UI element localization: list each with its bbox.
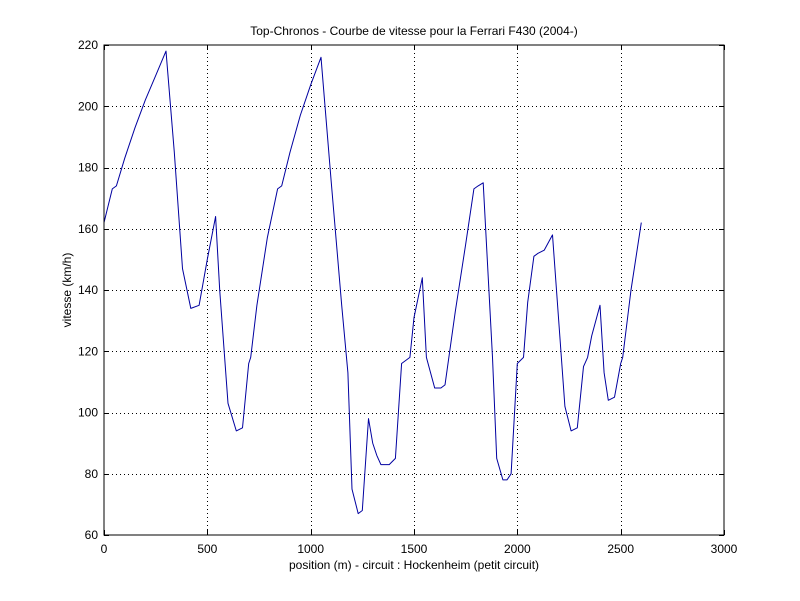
x-tick-label: 3000: [711, 542, 738, 556]
y-tick-label: 120: [78, 344, 98, 358]
y-tick-label: 60: [85, 528, 99, 542]
grid: [104, 45, 724, 535]
x-tick-label: 2500: [607, 542, 634, 556]
y-axis-label: vitesse (km/h): [60, 253, 74, 328]
series-layer: [103, 50, 642, 515]
y-tick-label: 100: [78, 406, 98, 420]
x-tick-label: 500: [197, 542, 217, 556]
y-tick-label: 80: [85, 467, 99, 481]
y-tick-label: 200: [78, 99, 98, 113]
y-tick-label: 220: [78, 38, 98, 52]
x-tick-label: 1000: [297, 542, 324, 556]
x-tick-label: 0: [101, 542, 108, 556]
y-tick-label: 160: [78, 222, 98, 236]
x-axis-label: position (m) - circuit : Hockenheim (pet…: [289, 558, 539, 572]
x-tick-label: 2000: [504, 542, 531, 556]
y-tick-label: 180: [78, 161, 98, 175]
x-tick-label: 1500: [401, 542, 428, 556]
y-tick-label: 140: [78, 283, 98, 297]
chart-title: Top-Chronos - Courbe de vitesse pour la …: [250, 24, 577, 38]
speed-series-line: [103, 50, 642, 515]
ticks: 0 500 1000 1500 2000 2500 3000 60 80 100 120 140 160…: [78, 38, 738, 556]
